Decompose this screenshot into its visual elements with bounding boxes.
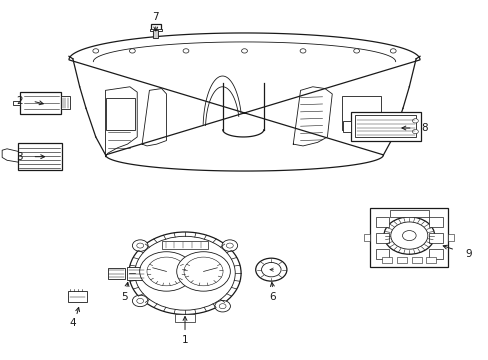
Polygon shape [13, 101, 20, 105]
Bar [151, 24, 160, 30]
Circle shape [390, 222, 427, 249]
Bar [355, 116, 415, 137]
Circle shape [140, 252, 193, 291]
Circle shape [412, 119, 417, 123]
Bar [18, 143, 61, 170]
Bar [108, 267, 124, 279]
Bar [350, 112, 420, 140]
Circle shape [137, 243, 143, 248]
Bar [68, 291, 87, 302]
Circle shape [147, 257, 185, 286]
Bar [396, 257, 406, 263]
Text: 3: 3 [16, 152, 22, 162]
Text: 5: 5 [121, 292, 127, 302]
Bar [161, 241, 208, 249]
Circle shape [129, 232, 241, 315]
Circle shape [353, 49, 359, 53]
Bar [411, 257, 421, 263]
Bar [105, 98, 135, 130]
Bar [375, 217, 388, 226]
Polygon shape [69, 33, 419, 171]
Circle shape [261, 262, 281, 277]
Circle shape [176, 252, 230, 291]
Circle shape [300, 49, 305, 53]
Text: 9: 9 [465, 248, 471, 258]
Circle shape [183, 257, 223, 286]
Bar [428, 249, 442, 259]
Text: 6: 6 [269, 292, 276, 302]
Circle shape [255, 258, 286, 281]
Bar [175, 315, 194, 321]
Bar [341, 96, 380, 130]
Bar [343, 121, 350, 132]
Bar [447, 234, 453, 241]
Bar [153, 31, 158, 39]
Circle shape [402, 230, 415, 240]
Circle shape [219, 304, 225, 309]
Text: 7: 7 [152, 12, 159, 22]
Circle shape [214, 301, 230, 312]
Text: 8: 8 [421, 123, 427, 133]
Text: 4: 4 [69, 319, 76, 328]
Bar [426, 257, 435, 263]
Circle shape [226, 243, 233, 248]
Bar [382, 257, 391, 263]
Circle shape [129, 49, 135, 53]
Bar [375, 249, 388, 259]
Circle shape [132, 295, 148, 307]
Bar [375, 233, 388, 243]
Text: 1: 1 [182, 334, 188, 345]
Bar [389, 210, 428, 217]
Bar [20, 92, 61, 114]
Circle shape [93, 49, 99, 53]
Circle shape [183, 49, 188, 53]
Bar [428, 233, 442, 243]
Circle shape [383, 217, 434, 254]
Circle shape [137, 298, 143, 303]
Bar [150, 29, 161, 31]
Bar [127, 267, 145, 280]
Circle shape [412, 130, 417, 134]
Circle shape [135, 236, 235, 310]
Bar [369, 208, 447, 267]
Bar [61, 96, 70, 109]
Bar [428, 217, 442, 226]
Circle shape [132, 240, 148, 251]
Circle shape [222, 240, 237, 251]
Circle shape [241, 49, 247, 53]
Bar [364, 234, 369, 241]
Text: 2: 2 [16, 96, 22, 106]
Circle shape [389, 49, 395, 53]
